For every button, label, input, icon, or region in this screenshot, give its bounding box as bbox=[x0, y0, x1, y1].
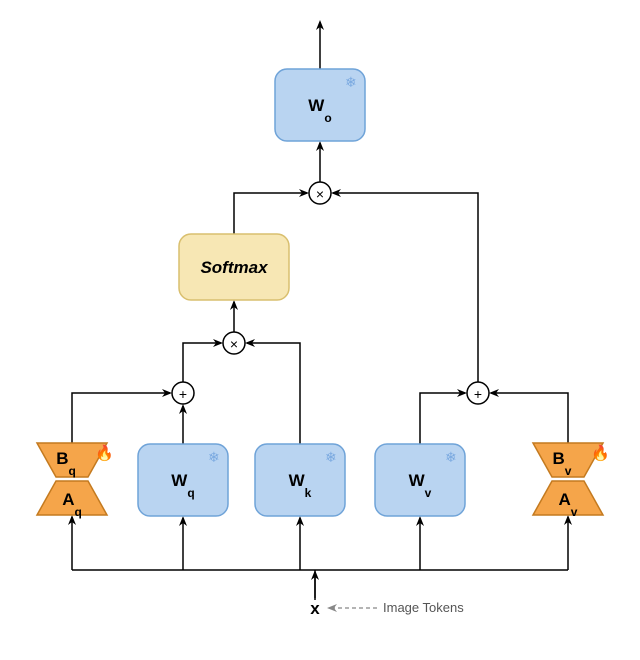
edge-wk-mult bbox=[247, 343, 300, 444]
mult-mid-symbol: × bbox=[230, 336, 238, 352]
fire-icon: 🔥 bbox=[591, 444, 610, 462]
edge-wv-addv bbox=[420, 393, 465, 444]
frozen-icon: ❄ bbox=[445, 449, 457, 465]
mult-top-symbol: × bbox=[316, 186, 324, 202]
softmax-label: Softmax bbox=[200, 258, 269, 277]
fire-icon: 🔥 bbox=[95, 444, 114, 462]
frozen-icon: ❄ bbox=[345, 74, 357, 90]
edge-bv-addv bbox=[491, 393, 568, 443]
edge-bq-addq bbox=[72, 393, 170, 443]
frozen-icon: ❄ bbox=[325, 449, 337, 465]
add-v-symbol: + bbox=[474, 386, 482, 402]
edge-addv-multtop bbox=[333, 193, 478, 382]
edge-addq-mult bbox=[183, 343, 221, 382]
x-label: x bbox=[310, 599, 320, 618]
edge-softmax-multtop bbox=[234, 193, 307, 234]
image-tokens-label: Image Tokens bbox=[383, 600, 464, 615]
frozen-icon: ❄ bbox=[208, 449, 220, 465]
diagram-canvas: Wo❄SoftmaxWq❄Wk❄Wv❄Bq🔥AqBv🔥Av××++xImage … bbox=[0, 0, 640, 660]
add-q-symbol: + bbox=[179, 386, 187, 402]
